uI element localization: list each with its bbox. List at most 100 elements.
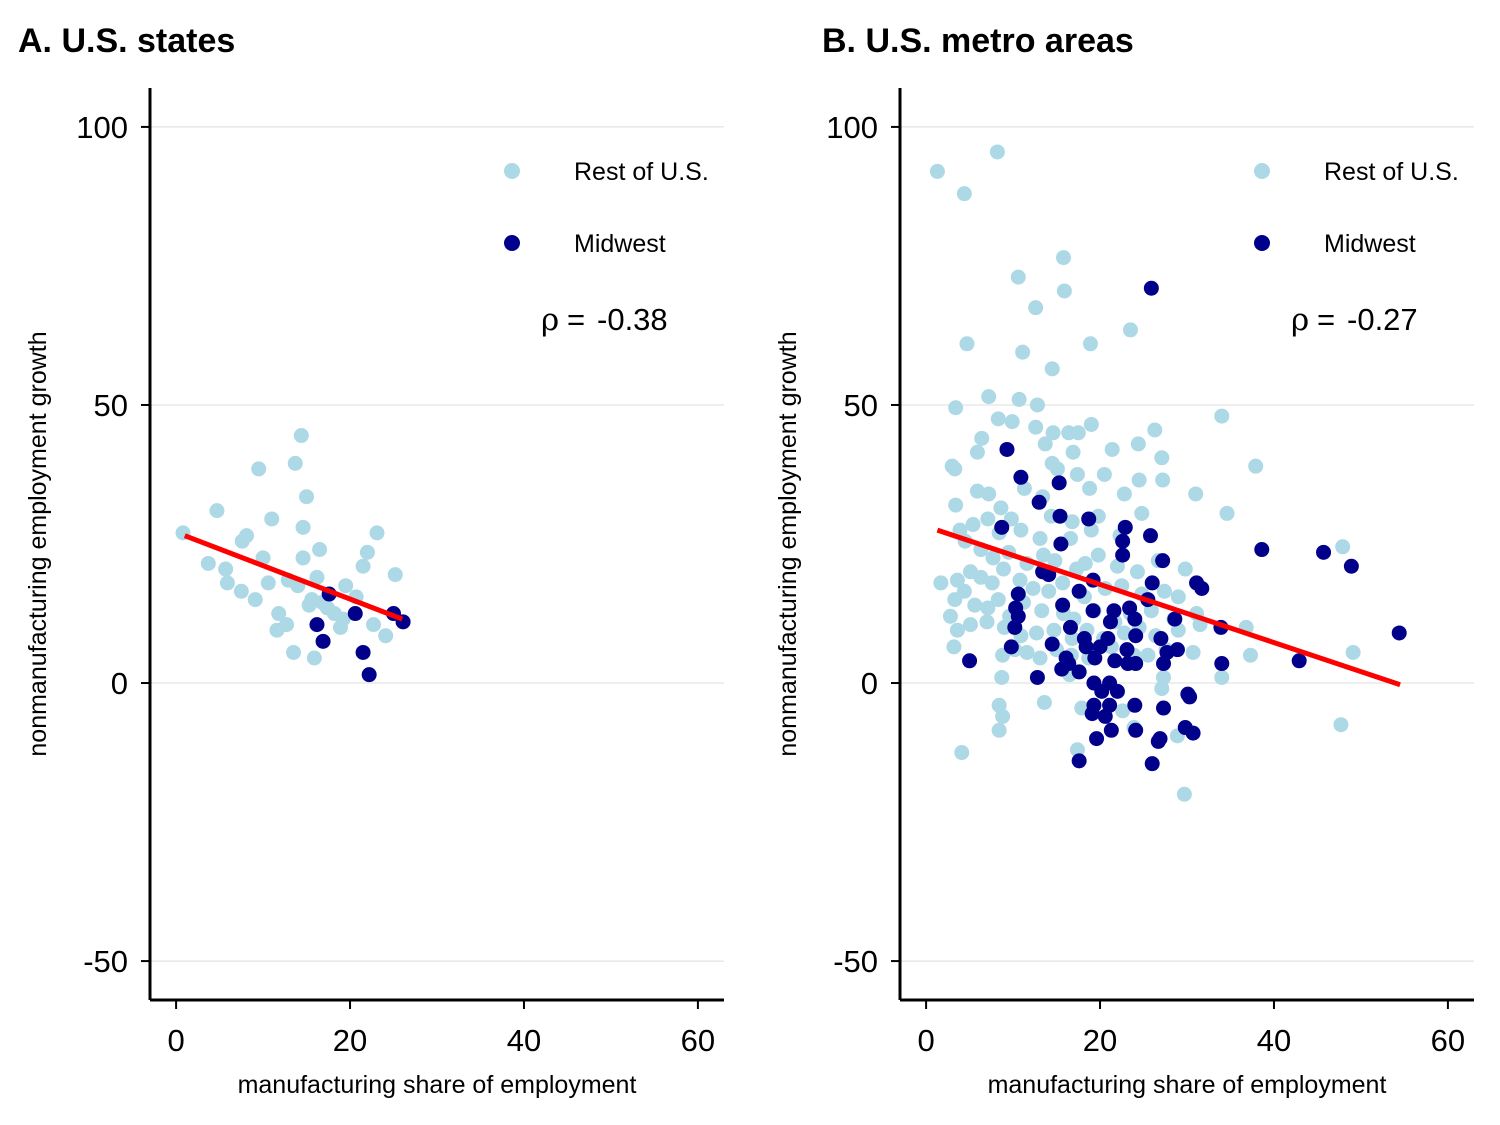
point-rest-of-us [1082, 336, 1098, 352]
point-rest-of-us [1096, 466, 1112, 482]
point-rest-of-us [956, 186, 972, 202]
point-rest-of-us [1131, 472, 1147, 488]
point-rest-of-us [1015, 344, 1031, 360]
point-midwest [1156, 700, 1172, 716]
point-midwest [1144, 575, 1160, 591]
panel-us-metro-areas: B. U.S. metro areas 0 20 40 60 -50 0 50 100 Res… [774, 22, 1474, 1099]
point-rest-of-us [1044, 361, 1060, 377]
point-rest-of-us [947, 461, 963, 477]
point-rest-of-us [251, 461, 267, 477]
point-midwest [1291, 653, 1307, 669]
point-rest-of-us [990, 592, 1006, 608]
point-rest-of-us [956, 583, 972, 599]
point-rest-of-us [969, 444, 985, 460]
point-rest-of-us [1154, 681, 1170, 697]
fit-line-group [936, 527, 1401, 688]
y-tick-label: 50 [94, 388, 128, 423]
point-midwest [1153, 631, 1169, 647]
x-tick-label: 0 [917, 1023, 934, 1058]
point-rest-of-us [1122, 322, 1138, 338]
point-midwest [1254, 542, 1270, 558]
point-midwest [347, 606, 363, 622]
y-axis-title: nonmanufacturing employment growth [774, 331, 802, 756]
point-midwest [315, 633, 331, 649]
point-rest-of-us [312, 542, 328, 558]
point-rest-of-us [355, 558, 371, 574]
point-rest-of-us [338, 578, 354, 594]
point-rest-of-us [1046, 622, 1062, 638]
point-rest-of-us [1010, 269, 1026, 285]
rho-symbol: ρ [541, 302, 559, 338]
x-axis-title: manufacturing share of employment [988, 1071, 1387, 1099]
point-midwest [1061, 656, 1077, 672]
x-tick-label: 40 [507, 1023, 541, 1058]
point-rest-of-us [1065, 444, 1081, 460]
point-rest-of-us [1037, 436, 1053, 452]
point-midwest [1078, 639, 1094, 655]
point-rest-of-us [1025, 580, 1041, 596]
correlation-annotation: ρ = -0.38 [541, 302, 668, 338]
point-rest-of-us [1082, 480, 1098, 496]
point-rest-of-us [1154, 450, 1170, 466]
point-midwest [1391, 625, 1407, 641]
legend-label: Rest of U.S. [1324, 158, 1459, 186]
point-rest-of-us [1090, 547, 1106, 563]
axes: 0 20 40 60 -50 0 50 100 [76, 88, 724, 1058]
point-midwest [1029, 669, 1045, 685]
point-rest-of-us [1036, 694, 1052, 710]
point-rest-of-us [1214, 408, 1230, 424]
point-rest-of-us [1156, 583, 1172, 599]
point-midwest [999, 441, 1015, 457]
x-tick-label: 60 [681, 1023, 715, 1058]
x-tick-label: 60 [1431, 1023, 1465, 1058]
point-rest-of-us [1069, 466, 1085, 482]
point-rest-of-us [271, 606, 287, 622]
point-midwest [1107, 653, 1123, 669]
point-rest-of-us [1011, 391, 1027, 407]
point-rest-of-us [969, 483, 985, 499]
point-rest-of-us [1109, 558, 1125, 574]
point-rest-of-us [995, 561, 1011, 577]
point-rest-of-us [993, 500, 1009, 516]
point-rest-of-us [286, 644, 301, 660]
legend-key [504, 235, 520, 251]
point-rest-of-us [929, 163, 945, 179]
point-midwest [1128, 722, 1144, 738]
legend-label: Rest of U.S. [574, 158, 709, 186]
point-midwest [1155, 553, 1171, 569]
point-rest-of-us [1064, 631, 1080, 647]
point-rest-of-us [1176, 786, 1192, 802]
point-rest-of-us [959, 336, 975, 352]
point-midwest [1094, 683, 1110, 699]
legend-key [504, 163, 520, 179]
y-tick-label: 100 [76, 110, 128, 145]
point-rest-of-us [1177, 561, 1193, 577]
point-rest-of-us [306, 650, 322, 666]
point-rest-of-us [1019, 644, 1035, 660]
point-rest-of-us [295, 519, 311, 535]
point-rest-of-us [1077, 555, 1093, 571]
point-midwest [1087, 650, 1103, 666]
point-midwest [1150, 733, 1166, 749]
panel-title: A. U.S. states [18, 22, 235, 60]
point-rest-of-us [962, 617, 978, 633]
point-midwest [1117, 519, 1133, 535]
point-rest-of-us [295, 550, 311, 566]
point-rest-of-us [1130, 436, 1146, 452]
point-rest-of-us [1032, 530, 1048, 546]
y-tick-label: 0 [111, 666, 128, 701]
point-rest-of-us [949, 572, 965, 588]
point-midwest [1142, 528, 1158, 544]
point-midwest [1185, 725, 1201, 741]
point-midwest [962, 653, 978, 669]
x-tick-label: 0 [167, 1023, 184, 1058]
gridlines [900, 126, 1474, 962]
point-rest-of-us [942, 608, 958, 624]
point-rest-of-us [1134, 505, 1150, 521]
point-midwest [1071, 753, 1087, 769]
correlation-value: -0.27 [1347, 302, 1418, 337]
point-rest-of-us [264, 511, 280, 527]
point-rest-of-us [369, 525, 385, 541]
point-rest-of-us [1147, 422, 1163, 438]
point-rest-of-us [1029, 625, 1045, 641]
